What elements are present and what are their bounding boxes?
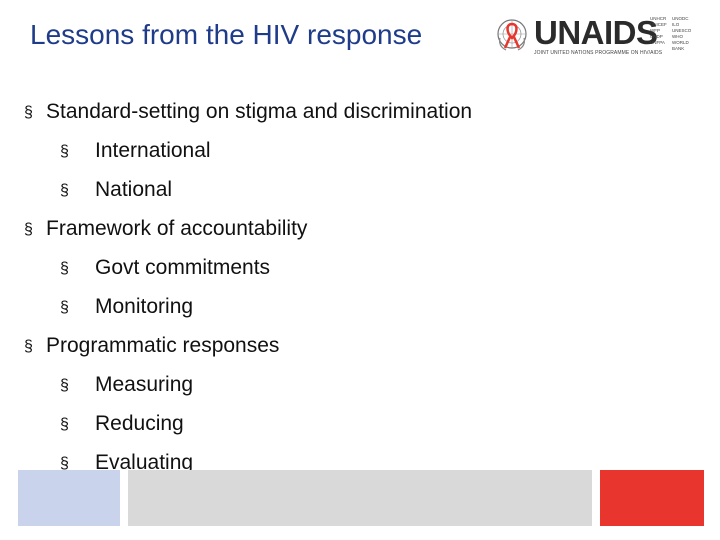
footer-block-blue [18, 470, 120, 526]
bullet-icon: § [60, 416, 69, 433]
list-item-text: Evaluating [95, 451, 194, 474]
bullet-icon: § [60, 455, 69, 472]
list-item: § Reducing [24, 412, 644, 451]
list-item: § International [24, 139, 644, 178]
list-item: § Framework of accountability [24, 217, 644, 256]
logo-cosponsors-col1: UNHCR UNICEF WFP UNDP UNFPA [650, 16, 667, 46]
cosponsor: UNODC [672, 16, 689, 21]
list-item: § Measuring [24, 373, 644, 412]
logo-tagline: JOINT UNITED NATIONS PROGRAMME ON HIV/AI… [534, 50, 663, 56]
list-item: § National [24, 178, 644, 217]
list-item-text: Programmatic responses [46, 334, 280, 357]
bullet-icon: § [60, 260, 69, 277]
bullet-list: § Standard-setting on stigma and discrim… [24, 100, 644, 490]
list-item-text: Measuring [95, 373, 194, 396]
list-item-text: Standard-setting on stigma and discrimin… [46, 100, 473, 123]
cosponsor: WORLD BANK [672, 40, 689, 51]
list-item: § Programmatic responses [24, 334, 644, 373]
list-item: § Govt commitments [24, 256, 644, 295]
list-item-text: Framework of accountability [46, 217, 308, 240]
cosponsor: WFP [650, 28, 660, 33]
list-item: § Standard-setting on stigma and discrim… [24, 100, 644, 139]
list-item-text: Monitoring [95, 295, 194, 318]
slide-title: Lessons from the HIV response [30, 19, 423, 50]
bullet-icon: § [24, 221, 33, 238]
cosponsor: WHO [672, 34, 683, 39]
logo-wordmark: UNAIDS [534, 14, 658, 51]
bullet-icon: § [60, 143, 69, 160]
bullet-icon: § [60, 377, 69, 394]
list-item: § Evaluating [24, 451, 644, 490]
bullet-icon: § [60, 299, 69, 316]
cosponsor: UNICEF [650, 22, 667, 27]
bullet-icon: § [60, 182, 69, 199]
un-emblem-ribbon-icon [497, 19, 527, 51]
list-item-text: Reducing [95, 412, 184, 435]
list-item-text: National [95, 178, 173, 201]
list-item-text: International [95, 139, 211, 162]
cosponsor: UNHCR [650, 16, 667, 21]
list-item: § Monitoring [24, 295, 644, 334]
cosponsor: UNFPA [650, 40, 665, 45]
logo-cosponsors-col2: UNODC ILO UNESCO WHO WORLD BANK [672, 16, 691, 52]
bullet-icon: § [24, 104, 33, 121]
bullet-icon: § [24, 338, 33, 355]
list-item-text: Govt commitments [95, 256, 271, 279]
unaids-logo: UNAIDS JOINT UNITED NATIONS PROGRAMME ON… [494, 14, 691, 58]
footer-block-red [600, 470, 704, 526]
cosponsor: UNDP [650, 34, 663, 39]
cosponsor: ILO [672, 22, 680, 27]
cosponsor: UNESCO [672, 28, 692, 33]
footer-block-gray [128, 470, 592, 526]
